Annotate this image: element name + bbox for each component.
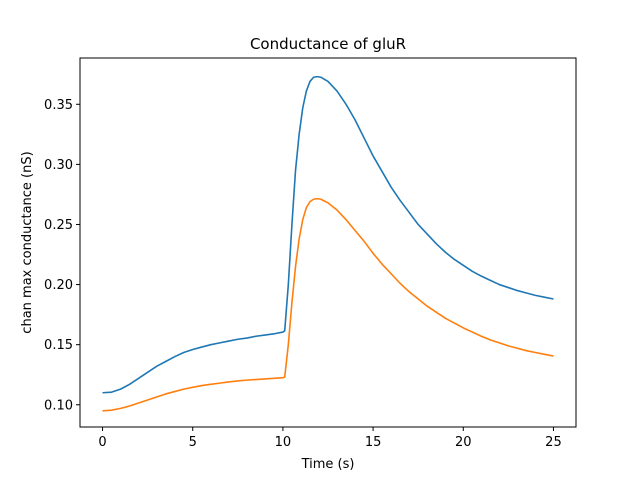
series-layer xyxy=(102,75,554,412)
y-tick-label: 0.25 xyxy=(44,218,73,233)
series-line-1 xyxy=(102,75,554,394)
x-tick-label: 5 xyxy=(189,435,197,450)
y-tick-label: 0.15 xyxy=(44,338,73,353)
x-axis-title: Time (s) xyxy=(301,457,355,472)
chart-title: Conductance of gluR xyxy=(250,35,406,53)
x-tick-label: 20 xyxy=(455,435,472,450)
y-tick-label: 0.30 xyxy=(44,158,73,173)
x-tick-label: 15 xyxy=(365,435,382,450)
x-tick-label: 10 xyxy=(275,435,292,450)
y-tick-label: 0.35 xyxy=(44,98,73,113)
y-tick-label: 0.10 xyxy=(44,398,73,413)
y-axis-title: chan max conductance (nS) xyxy=(20,151,35,333)
x-tick-label: 0 xyxy=(98,435,106,450)
y-tick-label: 0.20 xyxy=(44,278,73,293)
x-tick-label: 25 xyxy=(545,435,562,450)
plot-frame xyxy=(79,57,577,428)
series-line-2 xyxy=(102,197,554,412)
tick-layer: 0 5 10 15 20 25 0.10 0.15 0.20 0.25 0.30 0.35 xyxy=(44,98,562,450)
